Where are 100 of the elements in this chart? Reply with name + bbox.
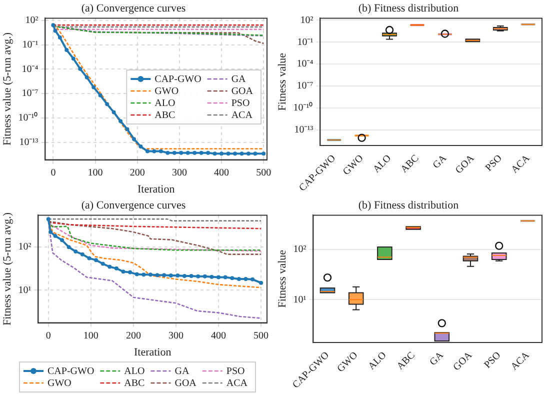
y-tick-label: 10²: [25, 15, 38, 26]
x-tick-label: 100: [83, 330, 98, 342]
x-tick-label: GOA: [454, 152, 478, 176]
point: [186, 150, 190, 155]
y-tick-label: 10²: [18, 242, 32, 253]
point: [128, 270, 132, 274]
point: [168, 274, 173, 278]
point: [176, 274, 180, 278]
legend-label: ABC: [124, 378, 146, 390]
point: [108, 264, 112, 269]
point: [250, 277, 255, 282]
point: [212, 152, 217, 156]
y-axis-title: Fitness value (5-run avg.): [1, 212, 14, 326]
point: [80, 252, 84, 256]
point: [46, 217, 50, 222]
point: [206, 150, 210, 155]
y-tick-label: 10⁻¹⁰: [293, 101, 314, 114]
point: [259, 280, 264, 285]
y-tick-label: 10⁻⁷: [22, 88, 39, 100]
point: [87, 256, 92, 260]
x-tick-label: PSO: [484, 152, 504, 174]
point: [199, 150, 204, 155]
point: [216, 275, 221, 280]
legend-label: GOA: [174, 378, 198, 390]
point: [98, 93, 102, 98]
point: [142, 272, 146, 277]
point: [148, 272, 152, 277]
y-tick-label: 10¹: [18, 284, 32, 296]
point: [71, 56, 76, 61]
point: [244, 276, 248, 281]
x-tick-label: 200: [130, 167, 145, 178]
legend-label: GWO: [48, 378, 72, 390]
point: [51, 23, 56, 28]
chart-title: (b) Fitness distribution: [358, 199, 460, 212]
point: [105, 102, 110, 106]
point: [48, 230, 53, 234]
x-axis-title: Iteration: [134, 346, 172, 358]
point: [134, 272, 139, 276]
legend-label: ALO: [154, 98, 176, 110]
y-tick-label: 10⁻¹³: [294, 124, 314, 136]
point: [64, 48, 69, 52]
point: [125, 127, 130, 132]
point: [60, 238, 64, 242]
x-tick-label: 500: [256, 167, 272, 178]
point: [152, 149, 156, 154]
x-tick-label: 200: [126, 330, 141, 342]
point: [145, 149, 150, 154]
point: [223, 275, 228, 280]
point: [114, 266, 118, 270]
y-tick-label: 10²: [293, 244, 306, 256]
x-tick-label: 500: [254, 330, 269, 342]
point: [162, 273, 166, 278]
point: [179, 150, 184, 155]
point: [246, 152, 250, 156]
point: [92, 85, 96, 90]
legend-label: PSO: [231, 98, 250, 110]
x-tick-label: 300: [168, 330, 184, 342]
legend-label: GOA: [231, 86, 254, 98]
point: [78, 66, 82, 71]
x-tick-label: 0: [46, 330, 51, 342]
x-tick-label: GOA: [451, 349, 476, 374]
point: [53, 28, 58, 33]
y-tick-label: 10⁻⁴: [22, 64, 39, 75]
y-tick-label: 10⁻¹⁰: [18, 112, 38, 124]
legend-label: CAP-GWO: [154, 74, 202, 86]
point: [155, 273, 160, 278]
point: [262, 152, 266, 156]
point: [172, 150, 176, 155]
line-series: [48, 222, 262, 230]
y-tick-label: 10⁻¹³: [19, 136, 38, 148]
legend-label: ABC: [154, 110, 176, 122]
point: [112, 110, 116, 114]
point: [132, 137, 136, 142]
x-tick-label: GA: [428, 349, 446, 368]
point: [196, 274, 200, 278]
x-tick-label: 400: [214, 167, 230, 178]
point: [226, 152, 230, 156]
point: [66, 245, 71, 250]
point: [253, 152, 258, 156]
chart-title: (a) Convergence curves: [81, 199, 186, 212]
point: [84, 75, 89, 80]
point: [58, 35, 62, 40]
x-tick-label: GA: [430, 152, 450, 171]
point: [240, 152, 244, 156]
legend-label: GWO: [154, 86, 179, 98]
y-axis-title: Fitness value (5-run avg.): [1, 32, 14, 146]
point: [182, 274, 186, 278]
point: [189, 274, 194, 278]
point: [53, 234, 58, 238]
point: [220, 152, 224, 156]
legend-label: ACA: [231, 110, 254, 122]
point: [210, 274, 214, 279]
point: [94, 258, 98, 262]
x-tick-label: 0: [50, 167, 56, 178]
y-tick-label: 10⁻⁴: [296, 58, 314, 70]
point: [166, 150, 170, 155]
y-tick-label: 10⁻¹: [22, 39, 38, 50]
y-tick-label: 10²: [300, 14, 314, 26]
x-axis-title: Iteration: [137, 183, 176, 196]
chart-title: (a) Convergence curves: [81, 2, 186, 14]
